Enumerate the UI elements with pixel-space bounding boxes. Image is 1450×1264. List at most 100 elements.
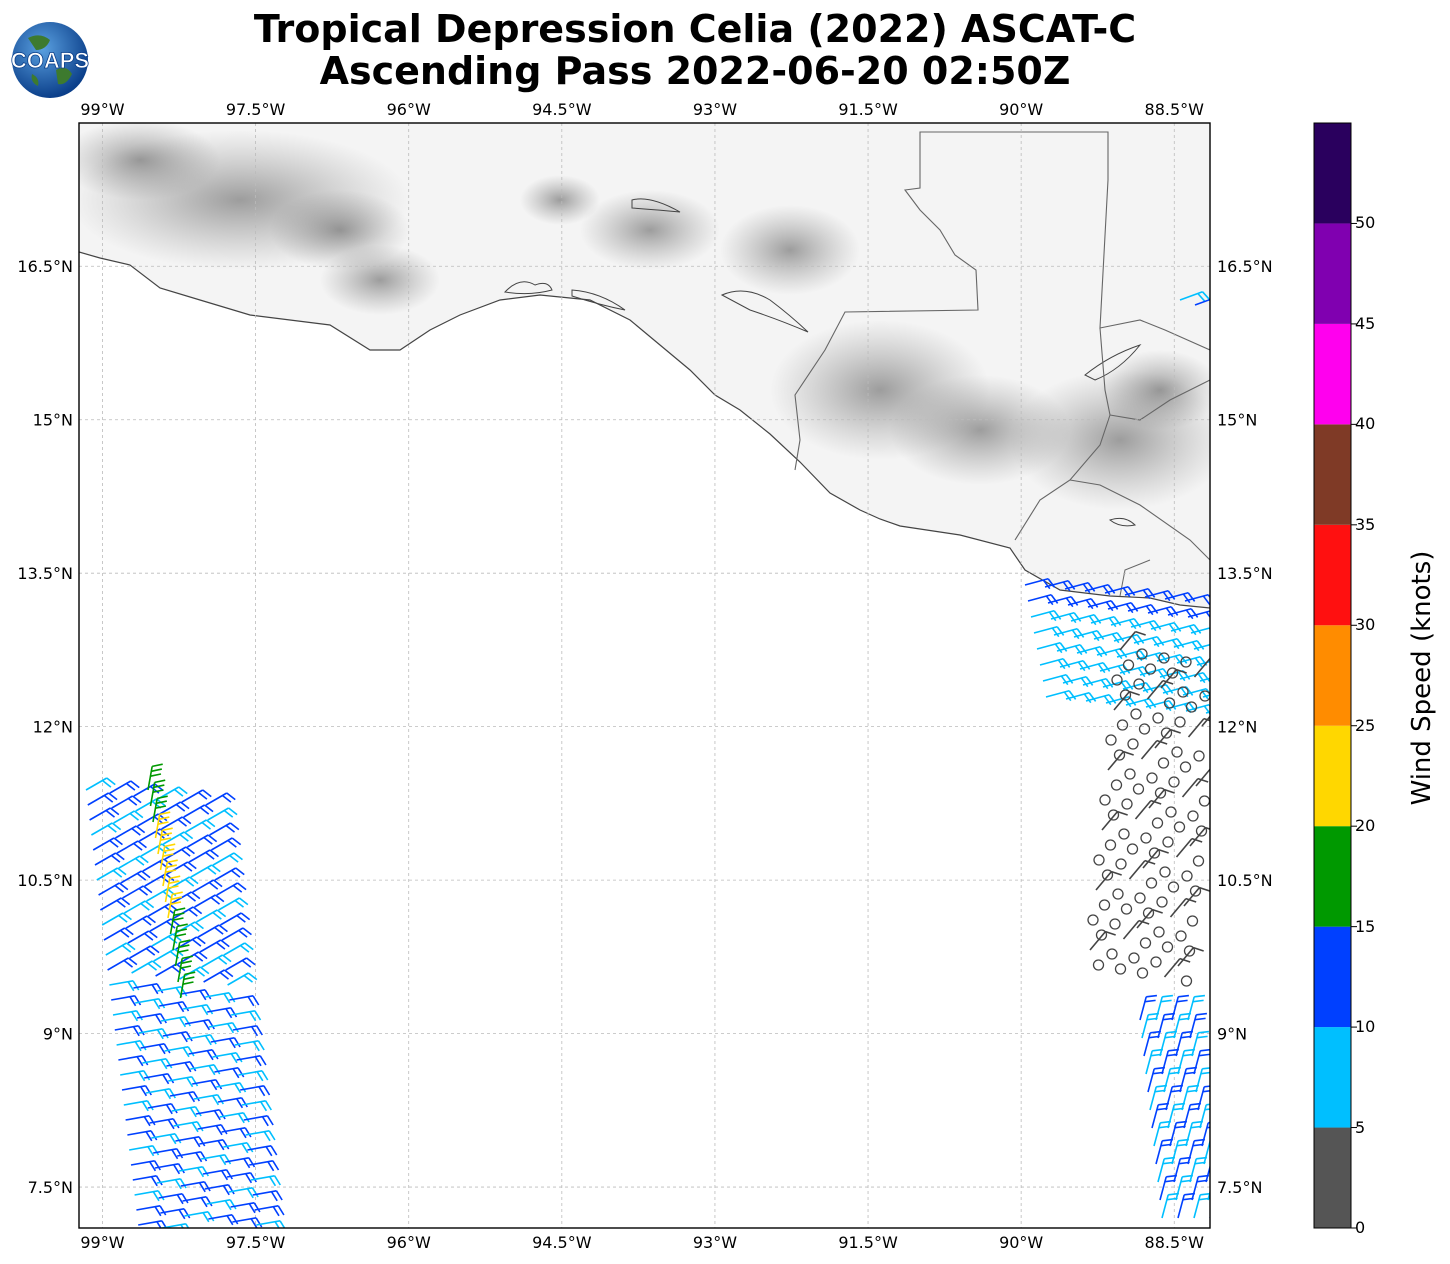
calm-marker <box>1146 772 1158 784</box>
lon-label-top: 99°W <box>80 100 124 119</box>
lat-label-right: 7.5°N <box>1217 1178 1262 1197</box>
colorbar <box>1313 122 1357 1229</box>
lat-label-left: 10.5°N <box>17 871 73 890</box>
calm-marker <box>1159 866 1171 878</box>
lon-label-top: 94.5°W <box>532 100 592 119</box>
lat-label-left: 7.5°N <box>28 1178 73 1197</box>
wind-barb <box>1175 1174 1194 1201</box>
wind-barb <box>1205 1158 1210 1183</box>
lat-label-left: 13.5°N <box>17 564 73 583</box>
wind-barb <box>1193 1192 1210 1219</box>
wind-barb <box>236 1055 267 1067</box>
wind-barb <box>96 867 127 881</box>
wind-barb <box>131 960 162 974</box>
calm-marker <box>1185 701 1198 713</box>
colorbar-bin <box>1314 524 1351 626</box>
wind-barb <box>1039 658 1071 670</box>
calm-marker <box>1174 716 1186 728</box>
wind-barb <box>1185 1120 1204 1147</box>
wind-barb <box>249 1160 280 1172</box>
wind-barb <box>1096 648 1128 660</box>
wind-barb <box>181 789 212 803</box>
wind-barb <box>1153 1120 1172 1147</box>
wind-barb <box>1087 600 1119 612</box>
wind-barb <box>185 819 216 833</box>
wind-barb <box>1159 1030 1178 1057</box>
calm-marker <box>1163 697 1176 709</box>
calm-marker <box>1199 690 1210 702</box>
lon-label-top: 97.5°W <box>226 100 286 119</box>
wind-barb <box>118 1055 149 1067</box>
wind-barb <box>1193 642 1210 650</box>
wind-barb <box>1187 1138 1206 1165</box>
calm-marker <box>1128 952 1140 964</box>
colorbar-bin <box>1314 1027 1351 1128</box>
wind-barb <box>151 1133 182 1145</box>
wind-barb <box>256 1220 287 1228</box>
terrain-shading <box>79 123 1210 510</box>
lon-label-bottom: 91.5°W <box>838 1233 898 1252</box>
wind-barb <box>207 807 238 821</box>
lat-label-left: 16.5°N <box>17 257 73 276</box>
calm-marker <box>1193 750 1205 762</box>
gridlines <box>79 123 1210 1228</box>
wind-barb <box>115 825 146 839</box>
wind-barb <box>219 912 251 926</box>
wind-barb <box>1093 632 1125 644</box>
wind-barb <box>1177 1192 1196 1219</box>
wind-barb <box>1082 678 1114 690</box>
calm-marker <box>1087 914 1099 926</box>
calm-marker <box>1180 656 1192 668</box>
wind-barb <box>132 1175 163 1187</box>
wind-barb <box>1160 668 1187 689</box>
wind-barb <box>1064 582 1096 594</box>
wind-barb <box>109 780 140 794</box>
wind-barb <box>1165 1084 1184 1111</box>
wind-barb <box>172 923 188 951</box>
wind-barb <box>136 1205 167 1217</box>
calm-marker <box>1173 821 1186 833</box>
wind-barb <box>181 989 212 1001</box>
wind-barb <box>174 939 191 967</box>
calm-marker <box>1121 798 1133 810</box>
wind-barb <box>144 1073 175 1085</box>
wind-barb <box>145 1088 176 1100</box>
calm-marker <box>1113 749 1126 761</box>
calm-marker <box>1093 854 1105 866</box>
wind-barb <box>111 795 142 809</box>
wind-barb <box>202 1169 233 1181</box>
wind-barb <box>153 1148 184 1160</box>
calm-marker <box>1136 648 1148 660</box>
wind-barb <box>182 1196 213 1208</box>
wind-barb <box>116 840 147 854</box>
calm-marker <box>1104 839 1117 851</box>
calm-marker <box>1150 956 1162 968</box>
colorbar-bin <box>1314 123 1351 224</box>
lon-label-top: 96°W <box>387 100 431 119</box>
wind-barb <box>1189 1012 1208 1039</box>
wind-barb <box>1024 578 1056 590</box>
wind-barb <box>1155 1138 1174 1165</box>
wind-barb <box>1044 580 1076 592</box>
wind-barb <box>1154 728 1181 749</box>
colorbar-bin <box>1314 725 1351 827</box>
wind-barb <box>250 1175 281 1187</box>
wind-barb <box>207 1007 238 1019</box>
lon-label-bottom: 90°W <box>999 1233 1043 1252</box>
wind-barb <box>199 1139 230 1151</box>
wind-barb <box>188 1049 219 1061</box>
wind-barb <box>205 992 236 1004</box>
wind-barb <box>178 1166 209 1178</box>
calm-marker <box>1152 712 1164 724</box>
wind-barb <box>1140 739 1168 760</box>
calm-marker <box>1109 918 1121 930</box>
colorbar-tick-label: 35 <box>1355 514 1376 534</box>
wind-barb <box>171 1106 202 1118</box>
lon-label-bottom: 97.5°W <box>226 1233 286 1252</box>
wind-barb <box>160 1208 191 1220</box>
wind-barb <box>127 1130 158 1142</box>
wind-barb <box>173 921 204 935</box>
wind-barb <box>1175 837 1203 858</box>
wind-barb <box>1125 698 1157 710</box>
